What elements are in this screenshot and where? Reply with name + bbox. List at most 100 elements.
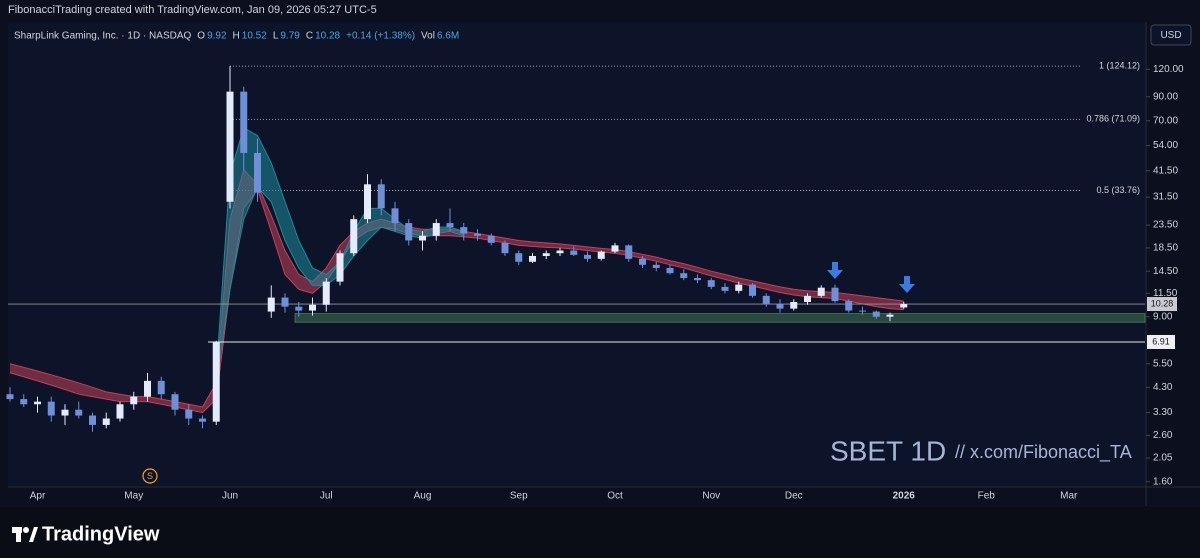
candle-body [171, 394, 179, 410]
volume-value: 6.6M [437, 31, 459, 42]
x-tick-label: Feb [978, 491, 996, 502]
currency[interactable]: USD [1160, 30, 1181, 41]
y-tick-label: 9.00 [1153, 311, 1173, 322]
candle-body [281, 297, 289, 307]
y-tick-label: 31.50 [1153, 192, 1178, 203]
candle-body [226, 91, 234, 202]
y-tick-label: 14.50 [1153, 266, 1178, 277]
y-tick-label: 11.50 [1153, 288, 1178, 299]
candle-body [542, 253, 550, 256]
candle-body [6, 394, 14, 400]
y-tick-label: 18.50 [1153, 243, 1178, 254]
x-tick-label: Dec [785, 491, 803, 502]
x-tick-label: Jul [320, 491, 333, 502]
footer [0, 507, 1200, 558]
quote-label: C [306, 31, 313, 42]
y-tick-label: 23.50 [1153, 220, 1178, 231]
candle-body [707, 280, 715, 287]
candle-body [309, 304, 316, 311]
fib-label: 1 (124.12) [1099, 60, 1140, 70]
candle-body [570, 250, 578, 255]
split-label: S [147, 471, 153, 481]
candle-body [859, 310, 866, 312]
candle-body [735, 284, 743, 291]
candle-body [295, 306, 303, 311]
candle-body [432, 223, 440, 236]
candle-body [611, 245, 619, 252]
y-tick-label: 70.00 [1153, 115, 1178, 126]
candle-body [625, 245, 633, 259]
candle-body [831, 287, 839, 302]
quote-label: O [197, 31, 205, 42]
candle-body [419, 235, 426, 241]
candle-body [185, 409, 193, 419]
candle-body [886, 314, 894, 317]
candle-body [34, 401, 41, 405]
split-marker [142, 468, 158, 484]
candle-body [694, 278, 701, 281]
candle-body [116, 404, 124, 419]
support-zone [294, 313, 1146, 323]
symbol: SharpLink Gaming, Inc. · 1D · NASDAQ [14, 31, 192, 42]
y-tick-label: 1.60 [1153, 476, 1173, 487]
candle-body [845, 301, 853, 311]
candle-body [20, 399, 28, 405]
candle-body [377, 184, 385, 209]
x-tick-label: Jun [222, 491, 238, 502]
candle-body [391, 208, 399, 224]
candle-body [199, 418, 206, 422]
candle-body [556, 250, 564, 254]
candle-body [212, 342, 220, 422]
candle-body [872, 311, 880, 317]
candle-body [240, 91, 248, 153]
currency-button[interactable] [1150, 24, 1192, 46]
y-tick-label: 2.60 [1153, 430, 1173, 441]
candle-body [336, 253, 344, 282]
candle-body [254, 152, 261, 193]
ribbon-fill [216, 127, 464, 383]
candle-body [89, 415, 96, 425]
quote-value: 9.92 [207, 31, 227, 42]
credit: FibonacciTrading created with TradingVie… [8, 4, 377, 16]
candle-body [790, 302, 798, 309]
candle-body [460, 227, 468, 234]
candle-body [817, 287, 825, 296]
candle-body [652, 264, 660, 268]
candle-body [900, 304, 908, 308]
watermark: SBET 1D [830, 435, 946, 466]
candle-body [405, 223, 413, 241]
candle-body [721, 286, 729, 291]
candle-body [515, 253, 523, 262]
candle-body [749, 284, 756, 296]
candle-body [47, 401, 55, 416]
x-tick-label: May [124, 491, 143, 502]
y-tick-label: 90.00 [1153, 91, 1178, 102]
x-tick-label: Nov [702, 491, 720, 502]
x-tick-label: Oct [607, 491, 623, 502]
y-tick-label: 3.30 [1153, 407, 1173, 418]
x-tick-label: 2026 [893, 491, 916, 502]
level-tag [1147, 334, 1175, 349]
candle-body [144, 380, 151, 397]
candle-body [130, 396, 138, 405]
logo[interactable]: TradingView [42, 523, 160, 545]
fib-label: 0.5 (33.76) [1096, 185, 1140, 195]
candle-body [157, 380, 165, 395]
level-label: 6.91 [1152, 336, 1170, 346]
x-tick-label: Mar [1060, 491, 1078, 502]
arrow [899, 276, 915, 293]
plot [6, 65, 1146, 432]
candle-body [762, 295, 770, 304]
candle-body [529, 255, 536, 262]
y-tick-label: 4.30 [1153, 382, 1173, 393]
x-tick-label: Apr [30, 491, 46, 502]
candle-body [487, 235, 495, 243]
candle-body [75, 409, 83, 416]
y-tick-label: 41.50 [1153, 165, 1178, 176]
arrow [827, 262, 843, 279]
y-tick-label: 2.05 [1153, 453, 1173, 464]
price-tag [1147, 297, 1177, 312]
candle-body [804, 295, 811, 303]
